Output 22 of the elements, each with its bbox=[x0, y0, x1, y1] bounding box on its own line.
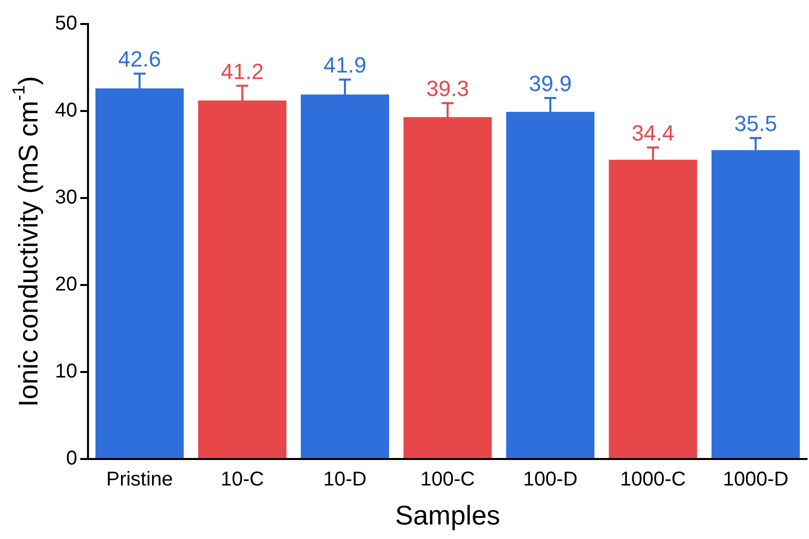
data-label: 41.9 bbox=[324, 52, 366, 78]
data-label: 35.5 bbox=[734, 111, 778, 136]
x-axis-title: Samples bbox=[395, 500, 500, 530]
data-label: 39.3 bbox=[426, 76, 470, 102]
x-tick-label: 1000-C bbox=[620, 468, 686, 491]
y-tick-label: 40 bbox=[54, 100, 78, 122]
x-tick-label: 10-D bbox=[323, 468, 367, 491]
data-label: 41.2 bbox=[220, 58, 264, 84]
data-label: 39.9 bbox=[528, 71, 572, 96]
data-label: 34.4 bbox=[632, 120, 674, 146]
y-tick-label: 50 bbox=[54, 12, 78, 35]
y-tick-label: 20 bbox=[54, 274, 78, 296]
x-tick-label: 100-C bbox=[420, 468, 475, 491]
y-tick-label: 0 bbox=[66, 448, 78, 470]
y-axis-title: Ionic conductivity (mS cm-1) bbox=[8, 76, 44, 407]
x-tick-label: Pristine bbox=[106, 468, 173, 491]
y-tick-label: 30 bbox=[54, 186, 78, 209]
data-label: 42.6 bbox=[118, 46, 161, 72]
y-tick-label: 10 bbox=[54, 360, 78, 383]
x-tick-label: 100-D bbox=[523, 468, 578, 491]
x-tick-label: 10-C bbox=[220, 468, 264, 491]
x-tick-label: 1000-D bbox=[722, 468, 788, 491]
